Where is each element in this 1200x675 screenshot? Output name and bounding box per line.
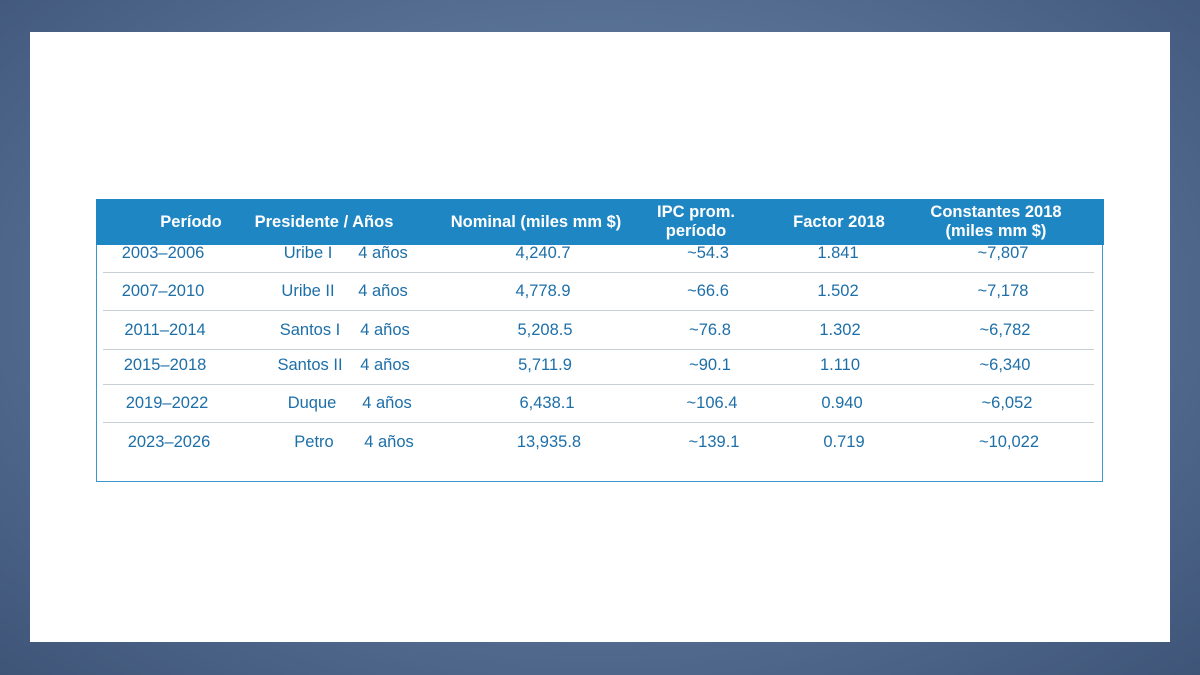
slide-card: Período Presidente / Años Nominal (miles… <box>30 32 1170 642</box>
cell-factor: 1.302 <box>819 321 861 339</box>
table-row: 2019–2022 Duque 4 años 6,438.1 ~106.4 0.940 ~6… <box>103 384 1094 423</box>
table-row: 2003–2006 Uribe I 4 años 4,240.7 ~54.3 1.841 ~… <box>103 234 1094 273</box>
table-row: 2015–2018 Santos II 4 años 5,711.9 ~90.1 1.11… <box>103 346 1094 385</box>
cell-factor: 1.502 <box>817 282 859 300</box>
header-presidente: Presidente / Años <box>254 212 394 231</box>
cell-ipc: ~106.4 <box>686 394 738 412</box>
cell-nominal: 5,711.9 <box>518 356 572 374</box>
cell-ipc: ~139.1 <box>688 433 740 451</box>
cell-constantes: ~6,782 <box>979 321 1031 339</box>
cell-nominal: 6,438.1 <box>519 394 575 412</box>
cell-nominal: 5,208.5 <box>517 321 573 339</box>
cell-factor: 1.110 <box>819 356 861 374</box>
cell-constantes: ~10,022 <box>978 433 1040 451</box>
cell-nominal: 4,240.7 <box>515 244 571 262</box>
cell-nominal: 13,935.8 <box>516 433 582 451</box>
cell-presidente: Santos II <box>277 356 343 374</box>
table-header: Período Presidente / Años Nominal (miles… <box>96 199 1104 245</box>
table-row: 2011–2014 Santos I 4 años 5,208.5 ~76.8 1.302… <box>103 311 1094 350</box>
cell-constantes: ~6,340 <box>979 356 1031 374</box>
table-row: 2007–2010 Uribe II 4 años 4,778.9 ~66.6 1.502… <box>103 272 1094 311</box>
cell-constantes: ~6,052 <box>981 394 1033 412</box>
cell-nominal: 4,778.9 <box>515 282 571 300</box>
cell-periodo: 2019–2022 <box>125 394 209 412</box>
cell-anos: 4 años <box>360 356 410 374</box>
header-factor: Factor 2018 <box>793 212 885 231</box>
cell-presidente: Petro <box>294 433 334 451</box>
cell-constantes: ~7,178 <box>977 282 1029 300</box>
cell-periodo: 2003–2006 <box>121 244 205 262</box>
cell-periodo: 2011–2014 <box>124 321 206 339</box>
cell-periodo: 2007–2010 <box>121 282 205 300</box>
header-periodo: Período <box>160 212 222 231</box>
cell-factor: 0.940 <box>821 394 863 412</box>
cell-anos: 4 años <box>360 321 410 339</box>
cell-periodo: 2015–2018 <box>123 356 207 374</box>
data-table: Período Presidente / Años Nominal (miles… <box>96 199 1104 482</box>
cell-ipc: ~90.1 <box>689 356 731 374</box>
cell-ipc: ~76.8 <box>689 321 731 339</box>
cell-factor: 1.841 <box>817 244 859 262</box>
cell-anos: 4 años <box>358 244 408 262</box>
cell-anos: 4 años <box>362 394 412 412</box>
header-constantes: Constantes 2018 (miles mm $) <box>930 203 1062 240</box>
cell-presidente: Duque <box>287 394 337 412</box>
cell-anos: 4 años <box>364 433 414 451</box>
header-ipc: IPC prom. período <box>657 203 735 240</box>
cell-anos: 4 años <box>358 282 408 300</box>
cell-presidente: Uribe II <box>281 282 335 300</box>
cell-periodo: 2023–2026 <box>127 433 211 451</box>
cell-ipc: ~66.6 <box>687 282 729 300</box>
table-row: 2023–2026 Petro 4 años 13,935.8 ~139.1 0.719 ~… <box>103 423 1094 461</box>
cell-factor: 0.719 <box>823 433 865 451</box>
cell-presidente: Uribe I <box>283 244 333 262</box>
header-nominal: Nominal (miles mm $) <box>450 212 622 231</box>
cell-presidente: Santos I <box>279 321 341 339</box>
cell-constantes: ~7,807 <box>977 244 1029 262</box>
cell-ipc: ~54.3 <box>687 244 729 262</box>
